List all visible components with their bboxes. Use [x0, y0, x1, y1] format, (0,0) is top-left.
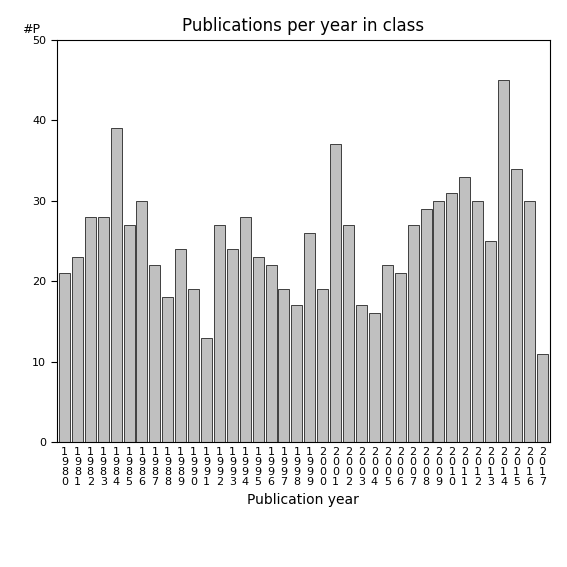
Bar — [408, 225, 418, 442]
Bar — [240, 217, 251, 442]
Bar — [111, 128, 121, 442]
Bar — [485, 241, 496, 442]
Bar — [265, 265, 277, 442]
Bar — [98, 217, 109, 442]
X-axis label: Publication year: Publication year — [247, 493, 359, 507]
Bar — [382, 265, 393, 442]
Bar — [446, 193, 458, 442]
Bar — [175, 249, 186, 442]
Bar — [201, 337, 212, 442]
Bar — [85, 217, 96, 442]
Bar — [162, 297, 174, 442]
Bar — [291, 306, 302, 442]
Bar — [278, 289, 290, 442]
Bar — [330, 145, 341, 442]
Bar — [511, 168, 522, 442]
Bar — [72, 257, 83, 442]
Bar — [498, 80, 509, 442]
Bar — [137, 201, 147, 442]
Bar — [524, 201, 535, 442]
Text: #P: #P — [22, 23, 40, 36]
Bar — [59, 273, 70, 442]
Bar — [459, 176, 470, 442]
Bar — [124, 225, 134, 442]
Bar — [253, 257, 264, 442]
Title: Publications per year in class: Publications per year in class — [182, 18, 425, 35]
Bar — [227, 249, 238, 442]
Bar — [188, 289, 199, 442]
Bar — [304, 233, 315, 442]
Bar — [421, 209, 431, 442]
Bar — [214, 225, 225, 442]
Bar — [395, 273, 405, 442]
Bar — [369, 314, 380, 442]
Bar — [433, 201, 445, 442]
Bar — [537, 354, 548, 442]
Bar — [356, 306, 367, 442]
Bar — [472, 201, 483, 442]
Bar — [343, 225, 354, 442]
Bar — [149, 265, 160, 442]
Bar — [317, 289, 328, 442]
